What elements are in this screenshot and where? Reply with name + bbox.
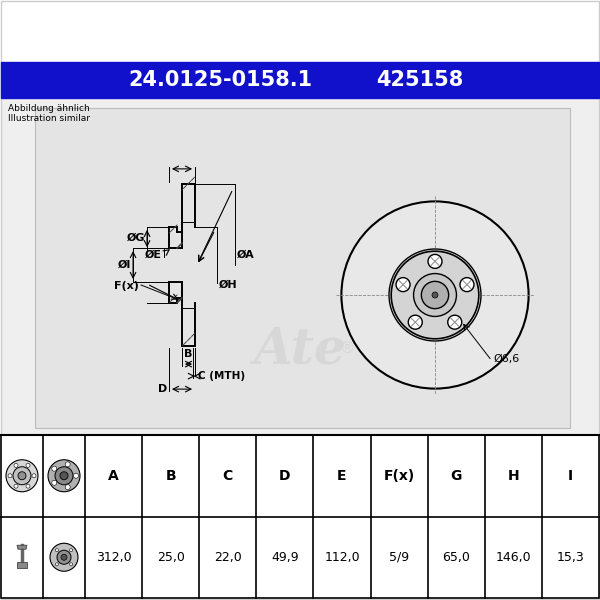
Bar	[35, 108, 570, 428]
Circle shape	[32, 474, 36, 478]
Circle shape	[389, 249, 481, 341]
Text: 5/9: 5/9	[389, 551, 409, 564]
Text: ØH: ØH	[219, 280, 238, 290]
Circle shape	[8, 474, 12, 478]
Text: C: C	[223, 469, 233, 483]
Text: I: I	[568, 469, 573, 483]
Circle shape	[18, 472, 26, 480]
Circle shape	[391, 251, 479, 339]
Circle shape	[48, 460, 80, 492]
Text: 312,0: 312,0	[96, 551, 131, 564]
Circle shape	[65, 462, 70, 467]
Text: E: E	[337, 469, 347, 483]
Text: ØI: ØI	[118, 260, 131, 270]
Text: ®: ®	[340, 340, 355, 355]
Bar	[177, 282, 182, 303]
Circle shape	[428, 254, 442, 268]
Text: F(x): F(x)	[383, 469, 415, 483]
Text: H: H	[508, 469, 519, 483]
Text: 49,9: 49,9	[271, 551, 299, 564]
Circle shape	[65, 485, 70, 490]
Text: C (MTH): C (MTH)	[198, 371, 245, 381]
Text: 22,0: 22,0	[214, 551, 242, 564]
Circle shape	[408, 315, 422, 329]
Text: 425158: 425158	[376, 70, 464, 90]
Circle shape	[70, 548, 73, 551]
Bar	[169, 297, 177, 303]
Text: A: A	[108, 469, 119, 483]
Text: 65,0: 65,0	[442, 551, 470, 564]
Text: 15,3: 15,3	[557, 551, 584, 564]
Text: 25,0: 25,0	[157, 551, 185, 564]
Bar	[177, 227, 182, 248]
Circle shape	[57, 550, 71, 564]
Text: 146,0: 146,0	[496, 551, 531, 564]
Bar	[169, 227, 177, 233]
Circle shape	[460, 278, 474, 292]
Text: ØG: ØG	[127, 233, 145, 242]
Text: ØA: ØA	[237, 250, 255, 260]
Circle shape	[396, 278, 410, 292]
Circle shape	[52, 466, 57, 471]
Bar	[182, 340, 195, 346]
Circle shape	[6, 460, 38, 492]
Circle shape	[55, 563, 58, 566]
Bar	[182, 184, 195, 190]
Circle shape	[74, 473, 79, 478]
Text: 24.0125-0158.1: 24.0125-0158.1	[128, 70, 312, 90]
Bar	[1, 98, 599, 435]
Circle shape	[61, 554, 67, 560]
Polygon shape	[17, 545, 27, 549]
Text: D: D	[158, 384, 167, 394]
Circle shape	[55, 548, 58, 551]
Circle shape	[413, 274, 457, 316]
Circle shape	[448, 315, 462, 329]
Circle shape	[14, 484, 18, 488]
Circle shape	[421, 281, 449, 308]
Text: B: B	[184, 349, 193, 359]
Circle shape	[60, 472, 68, 480]
Text: ØE: ØE	[145, 250, 162, 260]
Circle shape	[341, 202, 529, 389]
Text: Illustration similar: Illustration similar	[8, 114, 90, 123]
Bar	[1, 62, 599, 98]
Text: G: G	[451, 469, 462, 483]
Circle shape	[432, 292, 438, 298]
Circle shape	[70, 563, 73, 566]
Circle shape	[50, 543, 78, 571]
Text: Ø6,6: Ø6,6	[494, 354, 520, 364]
Text: D: D	[279, 469, 290, 483]
Circle shape	[26, 484, 30, 488]
Text: 112,0: 112,0	[324, 551, 360, 564]
Circle shape	[55, 467, 73, 485]
Text: F(x): F(x)	[114, 281, 139, 291]
Text: B: B	[166, 469, 176, 483]
Circle shape	[14, 463, 18, 467]
Circle shape	[26, 463, 30, 467]
Bar	[1, 435, 599, 598]
Circle shape	[52, 481, 57, 485]
Text: Ate: Ate	[254, 325, 346, 374]
Circle shape	[13, 467, 31, 485]
Bar	[17, 562, 27, 568]
Text: Abbildung ähnlich: Abbildung ähnlich	[8, 104, 90, 113]
